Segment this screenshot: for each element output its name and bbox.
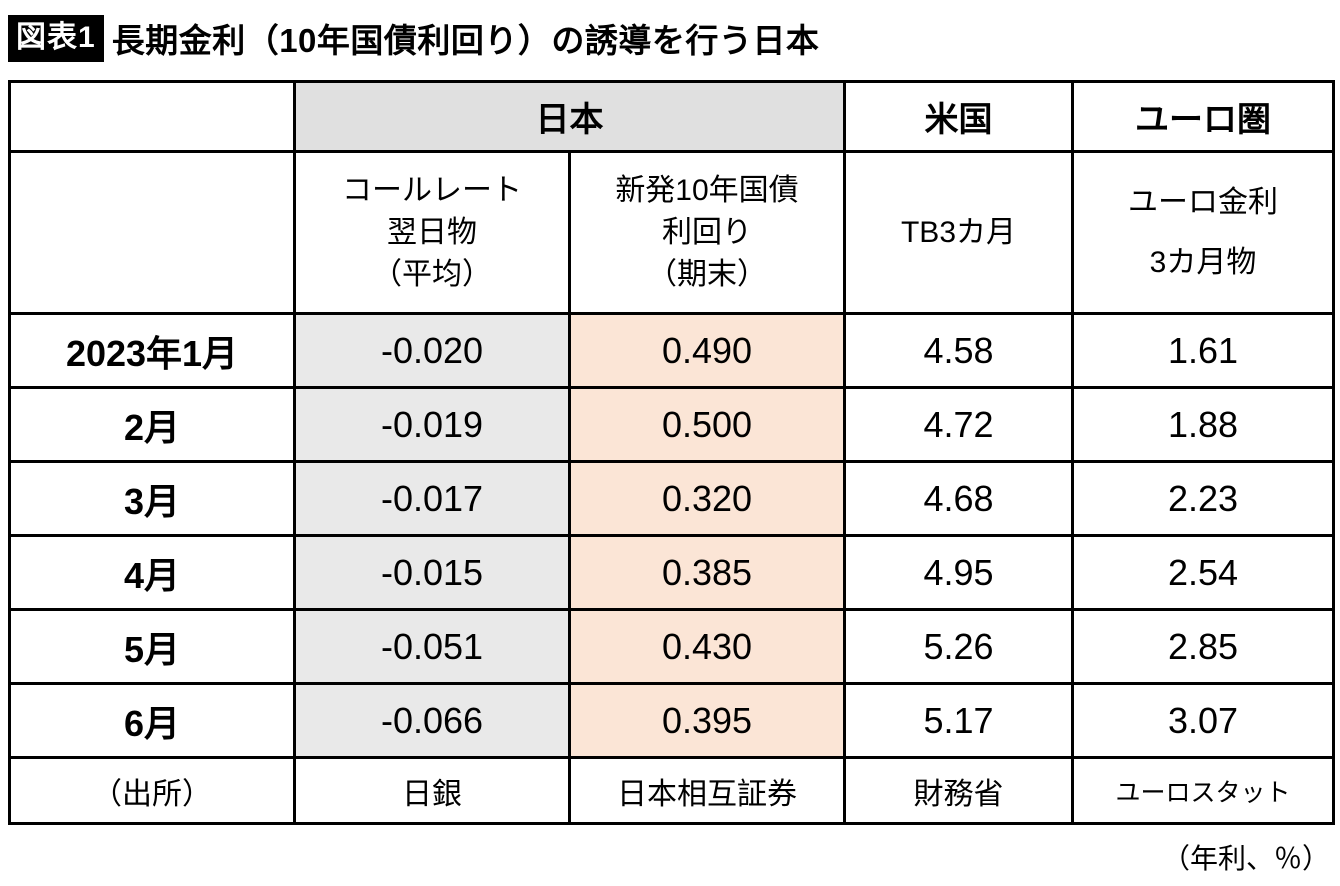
column-header-row: コールレート 翌日物 （平均） 新発10年国債 利回り （期末） TB3カ月 ユ… — [8, 150, 1335, 315]
cell-tb3m: 5.26 — [843, 608, 1074, 685]
cell-tb3m: 4.72 — [843, 386, 1074, 463]
cell-jgb-yield: 0.430 — [568, 608, 846, 685]
cell-call-rate: -0.015 — [293, 534, 571, 611]
group-header-japan: 日本 — [293, 80, 846, 153]
group-header-row: 日本 米国 ユーロ圏 — [8, 80, 1335, 153]
group-header-us: 米国 — [843, 80, 1074, 153]
source-boj: 日銀 — [293, 756, 571, 825]
figure-title-bar: 図表1 長期金利（10年国債利回り）の誘導を行う日本 — [8, 14, 1332, 62]
table-row: 5月 -0.051 0.430 5.26 2.85 — [8, 608, 1335, 685]
unit-note: （年利、％） — [1161, 843, 1330, 874]
row-label: 4月 — [8, 534, 296, 611]
source-eurostat: ユーロスタット — [1071, 756, 1335, 825]
cell-tb3m: 4.58 — [843, 312, 1074, 389]
corner-blank-cell — [8, 80, 296, 153]
cell-euribor: 2.54 — [1071, 534, 1335, 611]
column-header-line: 新発10年国債 — [615, 173, 799, 207]
rates-table: 日本 米国 ユーロ圏 コールレート 翌日物 （平均） 新発10年国債 利回り （… — [8, 80, 1335, 825]
cell-call-rate: -0.066 — [293, 682, 571, 759]
cell-jgb-yield: 0.490 — [568, 312, 846, 389]
column-header-tb3m: TB3カ月 — [843, 150, 1074, 315]
cell-tb3m: 4.95 — [843, 534, 1074, 611]
cell-call-rate: -0.017 — [293, 460, 571, 537]
cell-euribor: 1.88 — [1071, 386, 1335, 463]
cell-jgb-yield: 0.500 — [568, 386, 846, 463]
row-label: 6月 — [8, 682, 296, 759]
cell-jgb-yield: 0.320 — [568, 460, 846, 537]
cell-tb3m: 5.17 — [843, 682, 1074, 759]
table-row: 2月 -0.019 0.500 4.72 1.88 — [8, 386, 1335, 463]
cell-euribor: 3.07 — [1071, 682, 1335, 759]
cell-jgb-yield: 0.395 — [568, 682, 846, 759]
cell-euribor: 2.23 — [1071, 460, 1335, 537]
cell-call-rate: -0.019 — [293, 386, 571, 463]
column-header-line: 3カ月物 — [1149, 245, 1257, 279]
cell-euribor: 2.85 — [1071, 608, 1335, 685]
column-header-euribor: ユーロ金利 3カ月物 — [1071, 150, 1335, 315]
column-header-jgb-yield: 新発10年国債 利回り （期末） — [568, 150, 846, 315]
cell-call-rate: -0.051 — [293, 608, 571, 685]
figure-number-badge: 図表1 — [8, 14, 104, 62]
row-label: 5月 — [8, 608, 296, 685]
cell-jgb-yield: 0.385 — [568, 534, 846, 611]
row-label: 3月 — [8, 460, 296, 537]
source-jbs: 日本相互証券 — [568, 756, 846, 825]
column-header-line: ユーロ金利 — [1128, 185, 1278, 219]
table-row: 6月 -0.066 0.395 5.17 3.07 — [8, 682, 1335, 759]
column-header-line: 翌日物 — [387, 215, 477, 249]
column-header-line: 利回り — [662, 215, 752, 249]
source-row: （出所） 日銀 日本相互証券 財務省 ユーロスタット — [8, 756, 1335, 825]
cell-euribor: 1.61 — [1071, 312, 1335, 389]
empty-corner-cell — [8, 150, 296, 315]
row-label: 2023年1月 — [8, 312, 296, 389]
table-row: 3月 -0.017 0.320 4.68 2.23 — [8, 460, 1335, 537]
cell-tb3m: 4.68 — [843, 460, 1074, 537]
table-row: 2023年1月 -0.020 0.490 4.58 1.61 — [8, 312, 1335, 389]
cell-call-rate: -0.020 — [293, 312, 571, 389]
column-header-line: （平均） — [372, 257, 492, 291]
row-label: 2月 — [8, 386, 296, 463]
source-label: （出所） — [8, 756, 296, 825]
column-header-line: コールレート — [342, 173, 522, 207]
column-header-line: （期末） — [647, 257, 767, 291]
page-title: 長期金利（10年国債利回り）の誘導を行う日本 — [111, 22, 820, 59]
group-header-euro: ユーロ圏 — [1071, 80, 1335, 153]
column-header-call-rate: コールレート 翌日物 （平均） — [293, 150, 571, 315]
table-row: 4月 -0.015 0.385 4.95 2.54 — [8, 534, 1335, 611]
source-treasury: 財務省 — [843, 756, 1074, 825]
column-header-line: TB3カ月 — [900, 215, 1017, 249]
